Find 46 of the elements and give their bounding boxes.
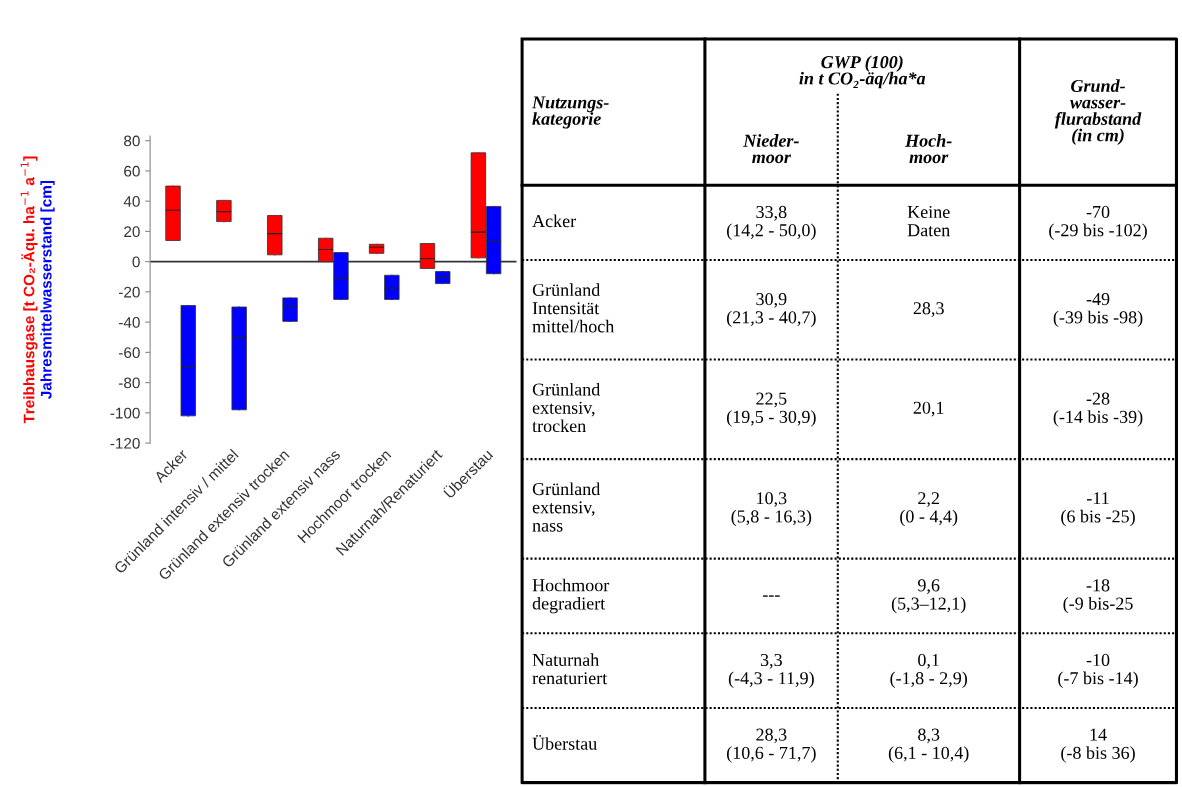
category-label: Nutzungs- kategorie bbox=[531, 96, 609, 129]
y-tick-label: -80 bbox=[118, 377, 140, 389]
text: -70 (-29 bis -102) bbox=[1049, 205, 1147, 240]
category-label: Grünland Intensität mittel/hoch bbox=[532, 283, 615, 333]
text: -18 (-9 bis-25 bbox=[1063, 579, 1133, 614]
text: 28,3 bbox=[913, 302, 944, 317]
text: 3,3 (-4,3 - 11,9) bbox=[728, 653, 814, 688]
y-tick-label: 20 bbox=[124, 226, 140, 238]
category-label: Nieder- moor bbox=[743, 134, 799, 164]
y-tick-label: -100 bbox=[110, 407, 140, 419]
text: 20,1 bbox=[913, 401, 944, 417]
text: 8,3 (6,1 - 10,4) bbox=[888, 728, 969, 763]
y-tick-label: 80 bbox=[124, 135, 140, 147]
y-tick-label: 60 bbox=[124, 165, 140, 177]
text: GWP (100) in t CO₂-äq/ha*a bbox=[799, 55, 926, 89]
text: 2,2 (0 - 4,4) bbox=[900, 492, 958, 527]
category-label: Grünland extensiv, nass bbox=[532, 482, 601, 532]
y-tick-label: -40 bbox=[118, 316, 140, 328]
text: 30,9 (21,3 - 40,7) bbox=[727, 292, 816, 328]
y-tick-label: 0 bbox=[132, 256, 140, 268]
y-tick-label: -60 bbox=[118, 347, 140, 359]
y-tick-label: -120 bbox=[110, 437, 140, 449]
text: -28 (-14 bis -39) bbox=[1053, 392, 1143, 427]
category-label: Hochmoor degradiert bbox=[532, 578, 610, 614]
text: 33,8 (14,2 - 50,0) bbox=[727, 205, 816, 240]
category-label: Grund- wasser- flurabstand (in cm) bbox=[1054, 79, 1142, 145]
text: -10 (-7 bis -14) bbox=[1058, 653, 1138, 688]
text: Keine Daten bbox=[907, 205, 950, 237]
text: --- bbox=[762, 595, 780, 597]
category-label: Grünland extensiv, trocken bbox=[532, 382, 601, 433]
text: 28,3 (10,6 - 71,7) bbox=[727, 728, 816, 763]
text: 10,3 (5,8 - 16,3) bbox=[731, 492, 812, 527]
text: 9,6 (5,3–12,1) bbox=[891, 579, 966, 614]
text: 14 (-8 bis 36) bbox=[1061, 728, 1135, 763]
category-label: Hoch- moor bbox=[904, 134, 952, 164]
category-label: Naturnah renaturiert bbox=[532, 653, 608, 685]
text: Treibhausgase [t CO₂-Äqu. ha$^{−1}$ a$^{−1}$] bbox=[20, 156, 38, 424]
text: Jahresmittelwasserstand [cm] bbox=[40, 180, 55, 399]
category-label: Überstau bbox=[532, 735, 597, 750]
y-tick-label: -20 bbox=[118, 286, 140, 298]
text: 22,5 (19,5 - 30,9) bbox=[727, 392, 816, 427]
category-label: Acker bbox=[532, 214, 577, 228]
text: -11 (6 bis -25) bbox=[1061, 492, 1135, 527]
text: 0,1 (-1,8 - 2,9) bbox=[890, 653, 968, 688]
y-tick-label: 40 bbox=[123, 196, 140, 207]
text: -49 (-39 bis -98) bbox=[1053, 293, 1143, 328]
